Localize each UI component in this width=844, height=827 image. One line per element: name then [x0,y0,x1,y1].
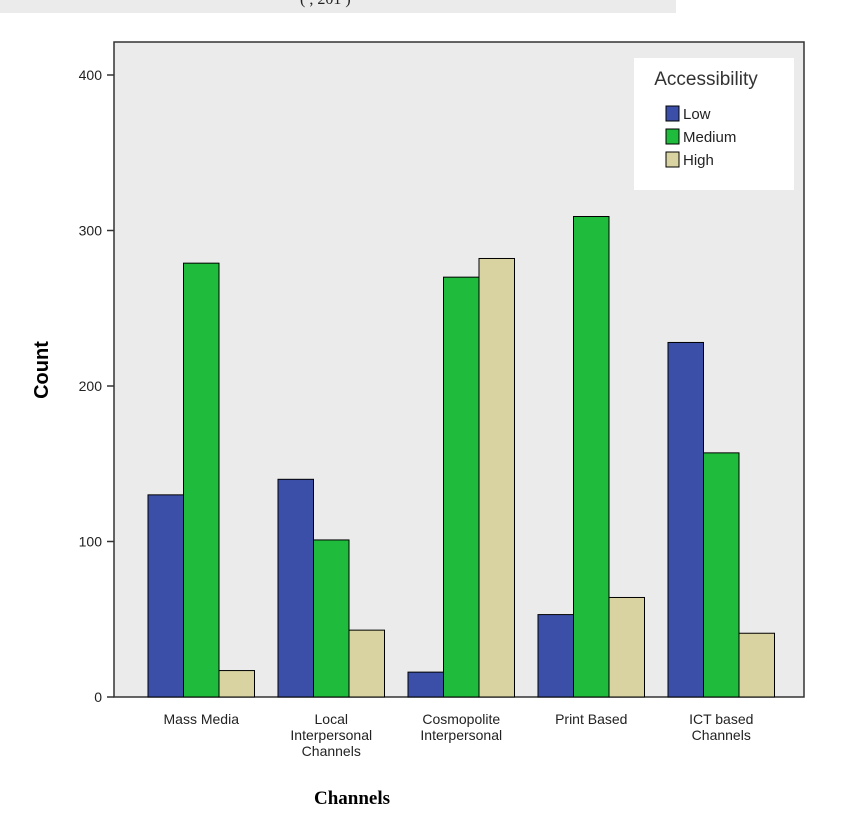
legend-label-high: High [683,152,714,169]
x-tick-label-line: Mass Media [164,711,240,727]
bar-medium-3 [443,276,480,698]
x-tick-label: ICT based Channels [689,711,753,743]
x-tick-label: Cosmopolite Interpersonal [420,711,502,743]
x-tick-label-line: Channels [692,727,751,743]
x-tick-label-line: Local [315,711,348,727]
x-tick-label-line: ICT based [689,711,753,727]
x-tick-label-line: Interpersonal [420,727,502,743]
y-tick-label: 400 [79,67,103,83]
y-tick-label: 0 [94,689,102,705]
x-tick-label-line: Interpersonal [290,727,372,743]
x-tick-label-line: Print Based [555,711,627,727]
x-tick-label-line: Cosmopolite [422,711,500,727]
y-tick-label: 300 [79,223,103,239]
bar-low-5 [667,341,704,698]
bar-medium-1 [183,262,220,698]
bar-high-1 [218,670,255,698]
x-axis: Mass Media Local Interpersonal ChannelsCosm… [164,711,754,759]
header-fragment: ( , 201 ) [300,0,351,9]
page-header-band: ( , 201 ) [0,0,676,13]
bars [147,216,775,698]
bar-high-2 [348,629,385,698]
x-tick-label: Local Interpersonal Channels [290,711,372,759]
x-tick-label: Mass Media [164,711,240,727]
y-axis: 0 100 200 300 400 [79,67,114,705]
bar-high-4 [608,596,645,698]
bar-low-4 [537,614,574,698]
bar-high-5 [738,632,775,698]
bar-low-2 [277,478,314,698]
legend-box [634,58,794,190]
y-axis-label: Count [31,341,53,399]
legend-swatch-medium [665,128,680,145]
y-tick-label: 200 [79,378,103,394]
legend-swatch-low [665,105,680,122]
x-axis-label: Channels [314,788,390,809]
x-tick-label: Print Based [555,711,627,727]
bar-high-3 [478,257,515,698]
legend-label-low: Low [683,106,711,123]
bar-medium-2 [313,539,350,698]
bar-medium-5 [703,452,740,698]
bar-low-1 [147,494,184,698]
bar-low-3 [407,671,444,698]
legend: Accessibility Low Medium High [634,58,794,190]
legend-swatch-high [665,151,680,168]
y-tick-label: 100 [79,534,103,550]
legend-label-medium: Medium [683,129,736,146]
legend-title: Accessibility [654,69,758,90]
x-tick-label-line: Channels [302,743,361,759]
bar-medium-4 [573,216,610,698]
